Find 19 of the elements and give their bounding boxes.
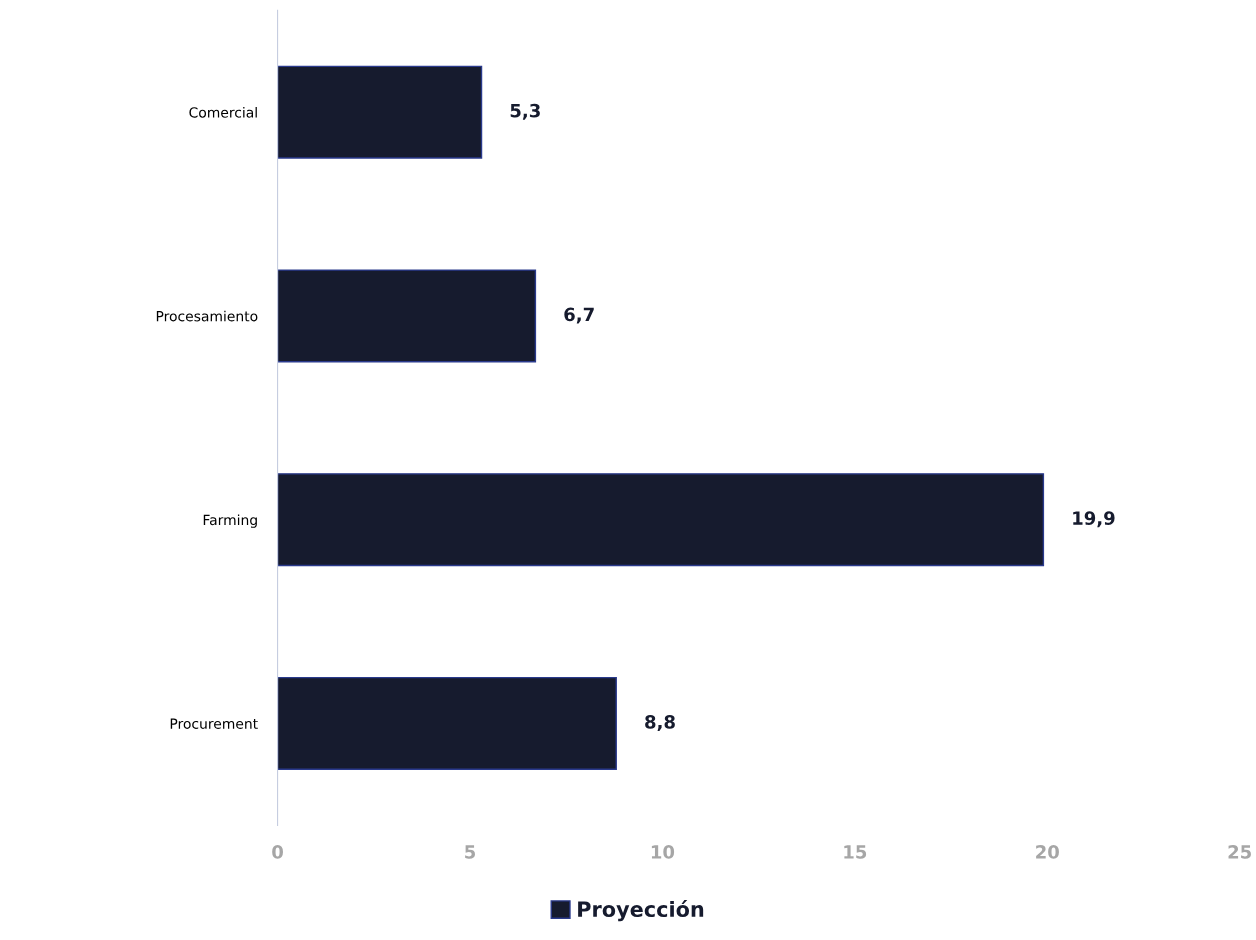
x-tick-label: 5 bbox=[465, 845, 476, 859]
x-tick-label: 0 bbox=[272, 845, 283, 859]
data-label: 19,9 bbox=[1073, 511, 1115, 528]
y-tick-label: Farming bbox=[203, 514, 257, 528]
y-tick-label: Procesamiento bbox=[156, 310, 258, 322]
bar bbox=[277, 269, 537, 363]
data-label: 6,7 bbox=[564, 307, 594, 324]
bar bbox=[277, 676, 617, 770]
legend-label: Proyección bbox=[578, 900, 704, 922]
x-tick-label: 20 bbox=[1036, 845, 1059, 859]
data-label: 8,8 bbox=[645, 715, 675, 731]
y-tick-label: Comercial bbox=[189, 106, 257, 118]
x-tick-label: 10 bbox=[651, 845, 675, 859]
bar bbox=[277, 473, 1045, 567]
bar bbox=[277, 65, 483, 159]
x-tick-label: 15 bbox=[844, 845, 867, 859]
x-tick-label: 25 bbox=[1228, 845, 1251, 859]
data-label: 5,3 bbox=[510, 103, 540, 120]
y-tick-label: Procurement bbox=[170, 718, 258, 729]
